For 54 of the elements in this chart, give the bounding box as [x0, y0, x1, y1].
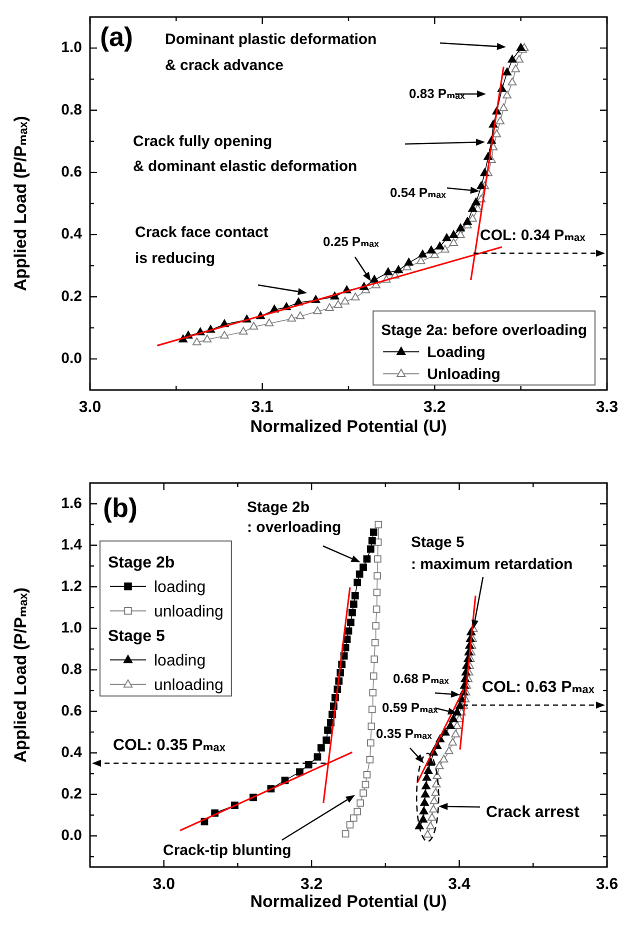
y-tick-label: 1.0: [61, 39, 82, 56]
x-axis-title: Normalized Potential (U): [250, 892, 447, 911]
annotation: 0.59 Pₘₐₓ: [382, 700, 438, 715]
y-tick-label: 0.6: [61, 164, 82, 181]
y-tick-label: 0.0: [61, 827, 82, 844]
legend-label: Unloading: [427, 366, 500, 383]
annotation: Crack fully opening & dominant elastic deformation: [133, 133, 358, 175]
annotation: Crack arrest: [486, 804, 580, 821]
annotation: COL: 0.34 Pₘₐₓ: [480, 227, 586, 244]
y-tick-label: 0.8: [61, 660, 82, 678]
legend-label: loading: [154, 652, 206, 670]
annotation: COL: 0.63 Pₘₐₓ: [482, 679, 594, 696]
annotation: 0.68 Pₘₐₓ: [393, 671, 450, 686]
legend-label: unloading: [154, 677, 224, 694]
x-tick-label: 3.4: [448, 876, 471, 894]
x-tick-label: 3.3: [596, 399, 618, 416]
y-tick-label: 0.4: [61, 226, 83, 243]
x-axis-title: Normalized Potential (U): [250, 417, 447, 436]
y-tick-label: 0.2: [61, 288, 82, 305]
annotation: 0.54 Pₘₐₓ: [390, 185, 446, 200]
legend-label: Loading: [427, 344, 486, 361]
annotation: Dominant plastic deformation & crack advance: [165, 31, 377, 74]
x-tick-label: 3.2: [300, 876, 323, 894]
annotation: 0.25 Pₘₐₓ: [323, 234, 380, 249]
y-tick-label: 0.0: [61, 350, 82, 368]
annotation: 0.83 Pₘₐₓ: [409, 86, 466, 101]
annotation: Crack-tip blunting: [163, 842, 292, 859]
legend-label: unloading: [154, 604, 224, 620]
y-tick-label: 1.6: [61, 494, 82, 512]
y-tick-label: 0.8: [61, 101, 82, 118]
annotation: Crack face contact is reducing: [135, 224, 268, 267]
x-tick-label: 3.0: [152, 876, 176, 894]
legend-title: Stage 2a: before overloading: [381, 322, 588, 339]
annotation: 0.35 Pₘₐₓ: [376, 726, 432, 741]
y-axis-title: Applied Load (P/Pₘₐₓ): [11, 587, 30, 763]
x-tick-label: 3.0: [78, 399, 102, 416]
y-tick-label: 0.4: [61, 744, 83, 761]
legend-label: loading: [154, 579, 206, 596]
x-tick-label: 3.1: [251, 399, 274, 416]
annotation: Stage 2b : overloading: [247, 499, 342, 536]
x-tick-label: 3.6: [596, 876, 618, 894]
y-tick-label: 0.2: [61, 785, 82, 802]
annotation: COL: 0.35 Pₘₐₓ: [113, 737, 226, 754]
x-tick-label: 3.2: [424, 399, 446, 416]
y-axis-title: Applied Load (P/Pₘₐₓ): [11, 116, 30, 292]
annotation: (a): [100, 22, 133, 52]
annotation: Stage 5 : maximum retardation: [411, 534, 573, 573]
y-tick-label: 1.2: [61, 578, 82, 595]
legend-title: Stage 2b: [108, 554, 175, 572]
y-tick-label: 0.6: [61, 702, 82, 720]
y-tick-label: 1.4: [61, 536, 83, 554]
annotation: Stage 5: [108, 628, 166, 645]
y-tick-label: 1.0: [61, 619, 82, 636]
annotation: (b): [103, 493, 138, 523]
